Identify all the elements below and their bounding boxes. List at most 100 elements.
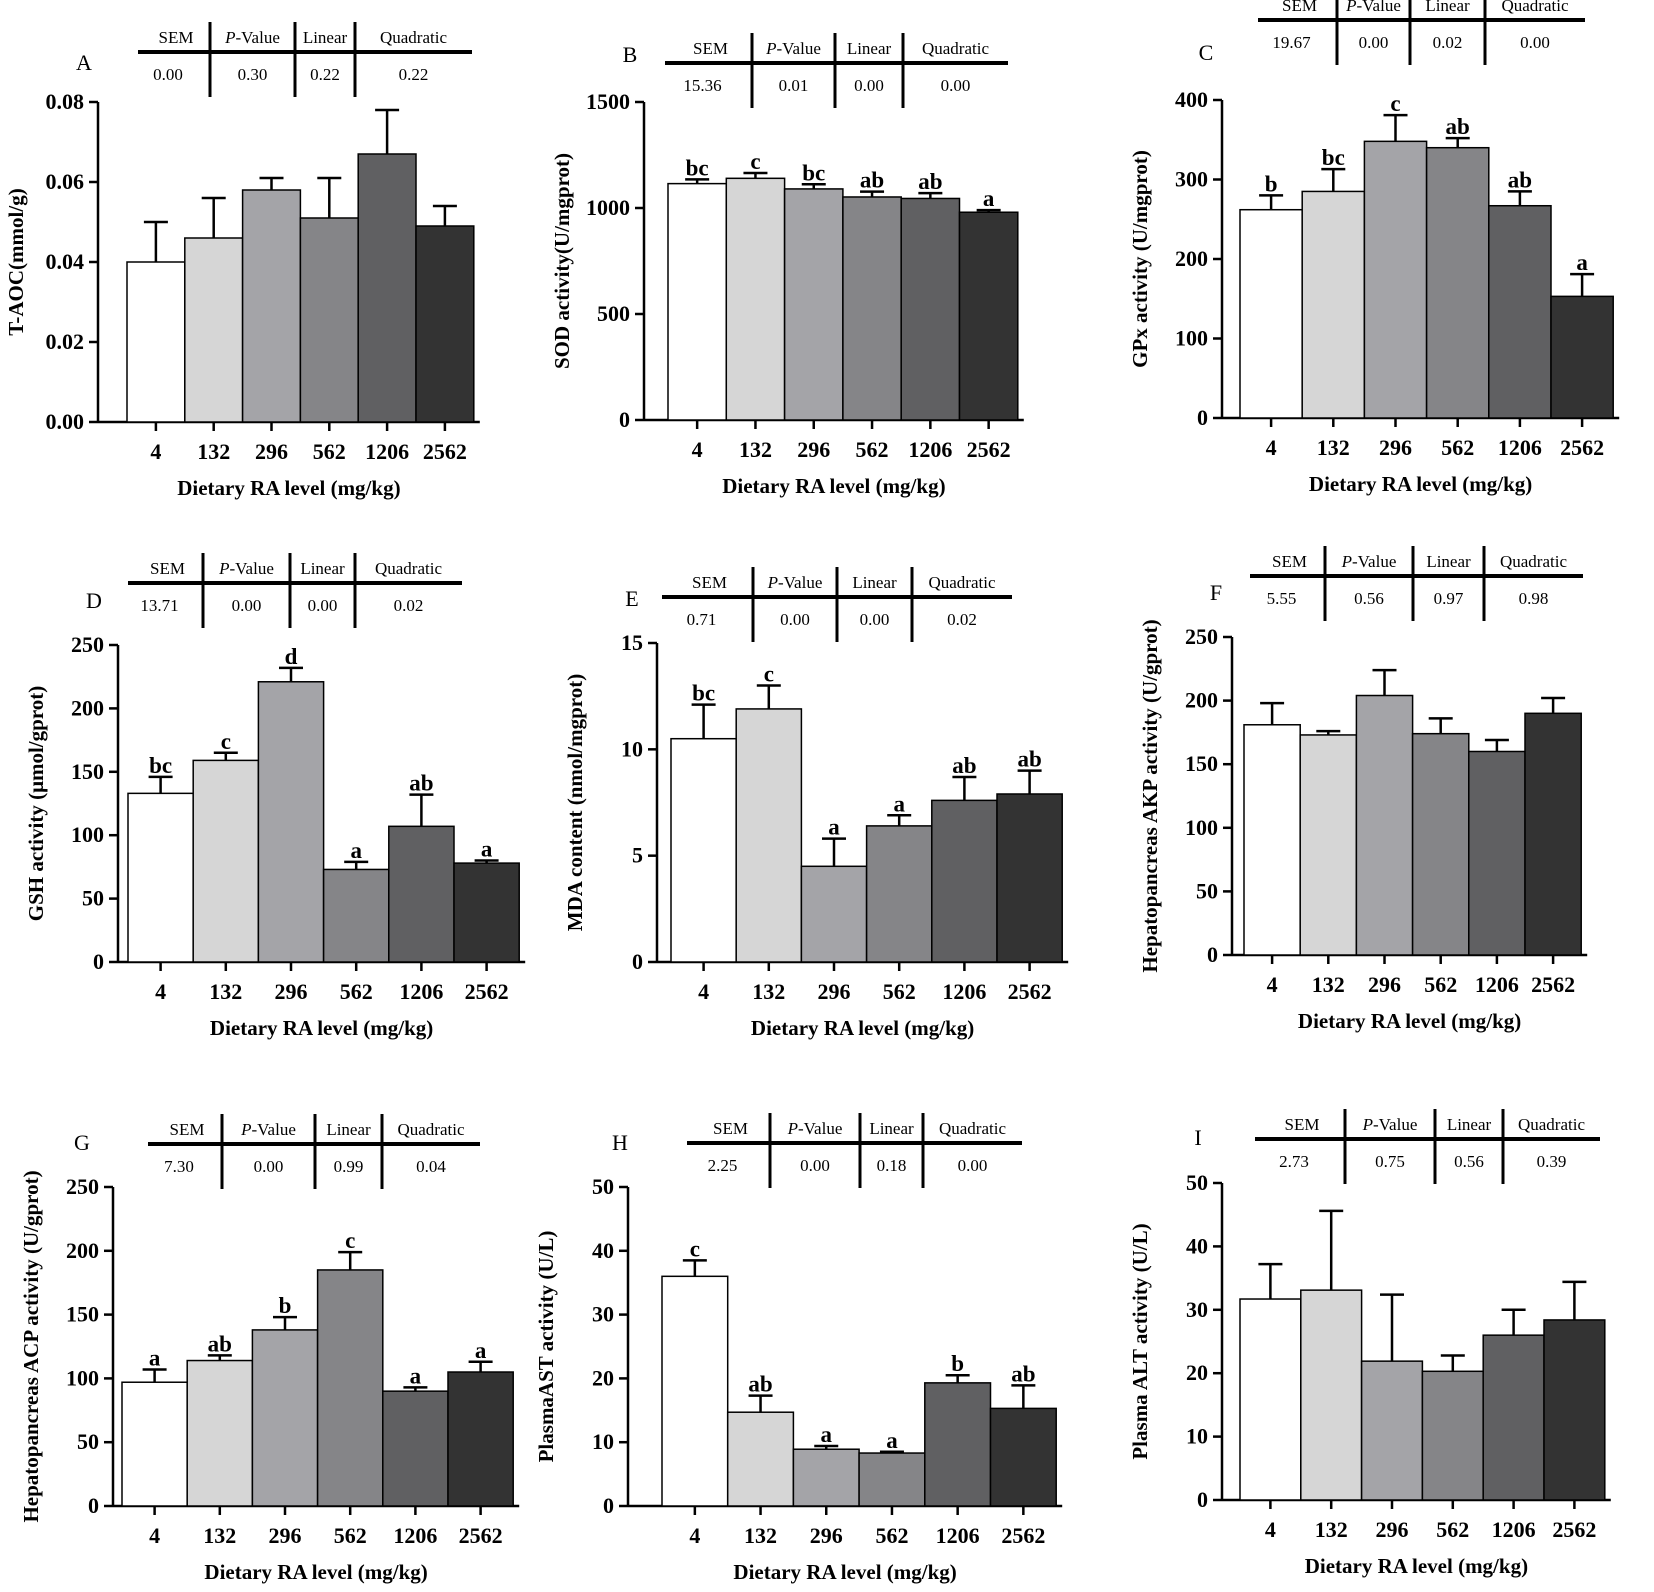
panel-letter: H [612, 1130, 628, 1155]
stats-value-3: 0.00 [941, 76, 971, 95]
bar-4[interactable] [1239, 208, 1303, 419]
bar-562[interactable] [299, 217, 359, 423]
bar-296[interactable] [1355, 694, 1414, 956]
chart-panel-i: I SEM P-Value Linear Quadratic 2.73 0.75 0.56 0.… [1128, 1109, 1611, 1578]
bar-4[interactable] [670, 737, 737, 963]
significance-label: ab [1011, 1361, 1035, 1386]
bar-132[interactable] [735, 708, 803, 963]
bar-1206[interactable] [1482, 1334, 1545, 1501]
bar-4[interactable] [127, 792, 194, 963]
stats-header-0: SEM [713, 1119, 748, 1138]
bar-2562[interactable] [453, 862, 520, 963]
bar-296[interactable] [1363, 140, 1428, 419]
bar-296[interactable] [792, 1448, 860, 1507]
bar-562[interactable] [858, 1452, 926, 1507]
panel-letter: I [1194, 1125, 1201, 1150]
stats-value-2: 0.99 [334, 1157, 364, 1176]
bar-296[interactable] [800, 865, 868, 963]
bar-296[interactable] [783, 188, 844, 421]
x-tick-label: 562 [313, 439, 346, 464]
bar-2562[interactable] [447, 1371, 514, 1507]
y-tick-label: 1000 [586, 195, 630, 220]
bar-296[interactable] [241, 189, 302, 423]
y-tick-label: 5 [632, 843, 643, 868]
stats-header-3: Quadratic [1501, 0, 1568, 15]
x-tick-label: 132 [203, 1523, 236, 1548]
y-axis-title: SOD activity(U/mgprot) [550, 153, 574, 369]
bar-4[interactable] [1239, 1298, 1302, 1501]
chart-panel-h: H SEM P-Value Linear Quadratic 2.25 0.00 0.18 0.… [534, 1113, 1063, 1584]
bar-2562[interactable] [1524, 712, 1582, 956]
bar-2562[interactable] [1550, 295, 1614, 419]
bar-2562[interactable] [1543, 1319, 1606, 1501]
bar-562[interactable] [316, 1269, 384, 1507]
stats-header-0: SEM [693, 39, 728, 58]
bar-296[interactable] [257, 681, 325, 963]
bar-2562[interactable] [996, 793, 1063, 963]
x-tick-label: 1206 [1475, 972, 1519, 997]
bar-4[interactable] [1243, 724, 1301, 956]
bar-132[interactable] [186, 1359, 254, 1507]
bar-1206[interactable] [382, 1390, 449, 1507]
bar-562[interactable] [1421, 1370, 1484, 1501]
bar-1206[interactable] [931, 799, 998, 963]
y-tick-label: 50 [592, 1174, 614, 1199]
x-tick-label: 1206 [1492, 1517, 1536, 1542]
y-tick-label: 150 [71, 759, 104, 784]
bar-132[interactable] [1301, 190, 1366, 419]
bar-4[interactable] [667, 182, 728, 421]
significance-label: a [149, 1345, 161, 1370]
significance-label: bc [802, 160, 825, 185]
bar-2562[interactable] [958, 211, 1019, 421]
bar-4[interactable] [121, 1381, 188, 1507]
bar-2562[interactable] [989, 1407, 1057, 1507]
stats-value-0: 2.73 [1279, 1152, 1309, 1171]
bar-132[interactable] [184, 237, 244, 423]
y-tick-label: 200 [71, 695, 104, 720]
significance-label: c [221, 729, 231, 754]
x-tick-label: 4 [1265, 1517, 1276, 1542]
y-axis-title: MDA content (nmol/mgprot) [563, 674, 587, 931]
bar-1206[interactable] [1468, 750, 1526, 956]
bar-4[interactable] [661, 1275, 729, 1507]
bar-1206[interactable] [357, 153, 417, 423]
significance-label: a [828, 815, 840, 840]
stats-table: SEM P-Value Linear Quadratic 0.71 0.00 0.00 0.0… [662, 567, 1012, 642]
x-tick-label: 132 [197, 439, 230, 464]
x-tick-label: 4 [692, 437, 703, 462]
bar-562[interactable] [842, 196, 902, 421]
bar-1206[interactable] [900, 197, 961, 421]
bar-296[interactable] [251, 1329, 319, 1507]
bar-132[interactable] [1299, 734, 1358, 956]
bar-562[interactable] [322, 868, 390, 963]
stats-value-1: 0.30 [238, 65, 268, 84]
y-tick-label: 10 [621, 736, 643, 761]
y-tick-label: 0 [1197, 405, 1208, 430]
bar-562[interactable] [1425, 146, 1490, 419]
bar-2562[interactable] [415, 225, 475, 423]
stats-value-3: 0.98 [1519, 589, 1549, 608]
x-tick-label: 1206 [908, 437, 952, 462]
bar-1206[interactable] [1488, 204, 1552, 419]
x-tick-label: 2562 [1560, 435, 1604, 460]
panel-letter: B [623, 42, 638, 67]
bar-132[interactable] [1300, 1289, 1363, 1501]
stats-value-1: 0.00 [780, 610, 810, 629]
bar-132[interactable] [726, 1411, 795, 1507]
bar-1206[interactable] [924, 1382, 992, 1507]
significance-label: c [764, 662, 774, 687]
x-tick-label: 132 [1317, 435, 1350, 460]
bar-132[interactable] [725, 177, 786, 421]
y-tick-label: 500 [597, 301, 630, 326]
y-axis-title: PlasmaAST activity (U/L) [534, 1231, 558, 1463]
stats-header-3: Quadratic [397, 1120, 464, 1139]
significance-label: a [983, 186, 995, 211]
bar-296[interactable] [1360, 1360, 1424, 1501]
bar-562[interactable] [865, 825, 933, 963]
bar-132[interactable] [192, 759, 260, 963]
bar-4[interactable] [126, 261, 186, 423]
x-tick-label: 562 [856, 437, 889, 462]
bar-1206[interactable] [388, 825, 455, 963]
bar-562[interactable] [1411, 732, 1470, 956]
significance-label: bc [686, 155, 709, 180]
